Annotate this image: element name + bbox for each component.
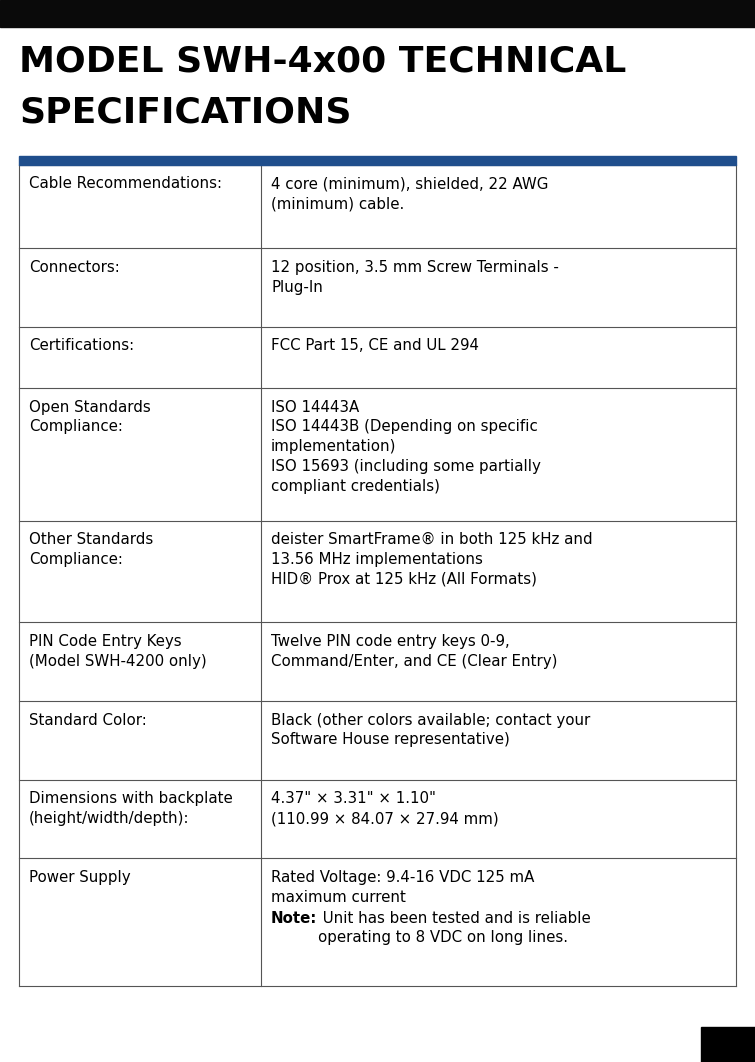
Text: ISO 14443A
ISO 14443B (Depending on specific
implementation)
ISO 15693 (includin: ISO 14443A ISO 14443B (Depending on spec… [271, 399, 541, 494]
Text: MODEL SWH-4x00 TECHNICAL: MODEL SWH-4x00 TECHNICAL [19, 45, 626, 79]
Text: Dimensions with backplate
(height/width/depth):: Dimensions with backplate (height/width/… [29, 791, 233, 826]
Text: Standard Color:: Standard Color: [29, 713, 146, 727]
Text: Twelve PIN code entry keys 0-9,
Command/Enter, and CE (Clear Entry): Twelve PIN code entry keys 0-9, Command/… [271, 634, 558, 669]
Text: Unit has been tested and is reliable
operating to 8 VDC on long lines.: Unit has been tested and is reliable ope… [318, 911, 590, 945]
Text: PIN Code Entry Keys
(Model SWH-4200 only): PIN Code Entry Keys (Model SWH-4200 only… [29, 634, 206, 669]
Text: Rated Voltage: 9.4-16 VDC 125 mA
maximum current: Rated Voltage: 9.4-16 VDC 125 mA maximum… [271, 870, 535, 905]
Text: FCC Part 15, CE and UL 294: FCC Part 15, CE and UL 294 [271, 339, 479, 354]
Text: 4.37" × 3.31" × 1.10"
(110.99 × 84.07 × 27.94 mm): 4.37" × 3.31" × 1.10" (110.99 × 84.07 × … [271, 791, 499, 826]
Bar [701, 1027, 755, 1062]
Text: Cable Recommendations:: Cable Recommendations: [29, 176, 222, 191]
Bar [19, 156, 736, 165]
Text: 4 core (minimum), shielded, 22 AWG
(minimum) cable.: 4 core (minimum), shielded, 22 AWG (mini… [271, 176, 548, 211]
Bar [0, 0, 755, 27]
Text: Other Standards
Compliance:: Other Standards Compliance: [29, 532, 153, 567]
Text: SPECIFICATIONS: SPECIFICATIONS [19, 96, 351, 130]
Text: Power Supply: Power Supply [29, 870, 131, 885]
Text: 12 position, 3.5 mm Screw Terminals -
Plug-In: 12 position, 3.5 mm Screw Terminals - Pl… [271, 260, 559, 295]
Text: 11: 11 [716, 1035, 739, 1054]
Text: Black (other colors available; contact your
Software House representative): Black (other colors available; contact y… [271, 713, 590, 748]
Text: Open Standards
Compliance:: Open Standards Compliance: [29, 399, 150, 434]
Text: Connectors:: Connectors: [29, 260, 119, 275]
Text: Note:: Note: [271, 911, 317, 926]
Text: Certifications:: Certifications: [29, 339, 134, 354]
Text: deister SmartFrame® in both 125 kHz and
13.56 MHz implementations
HID® Prox at 1: deister SmartFrame® in both 125 kHz and … [271, 532, 593, 587]
